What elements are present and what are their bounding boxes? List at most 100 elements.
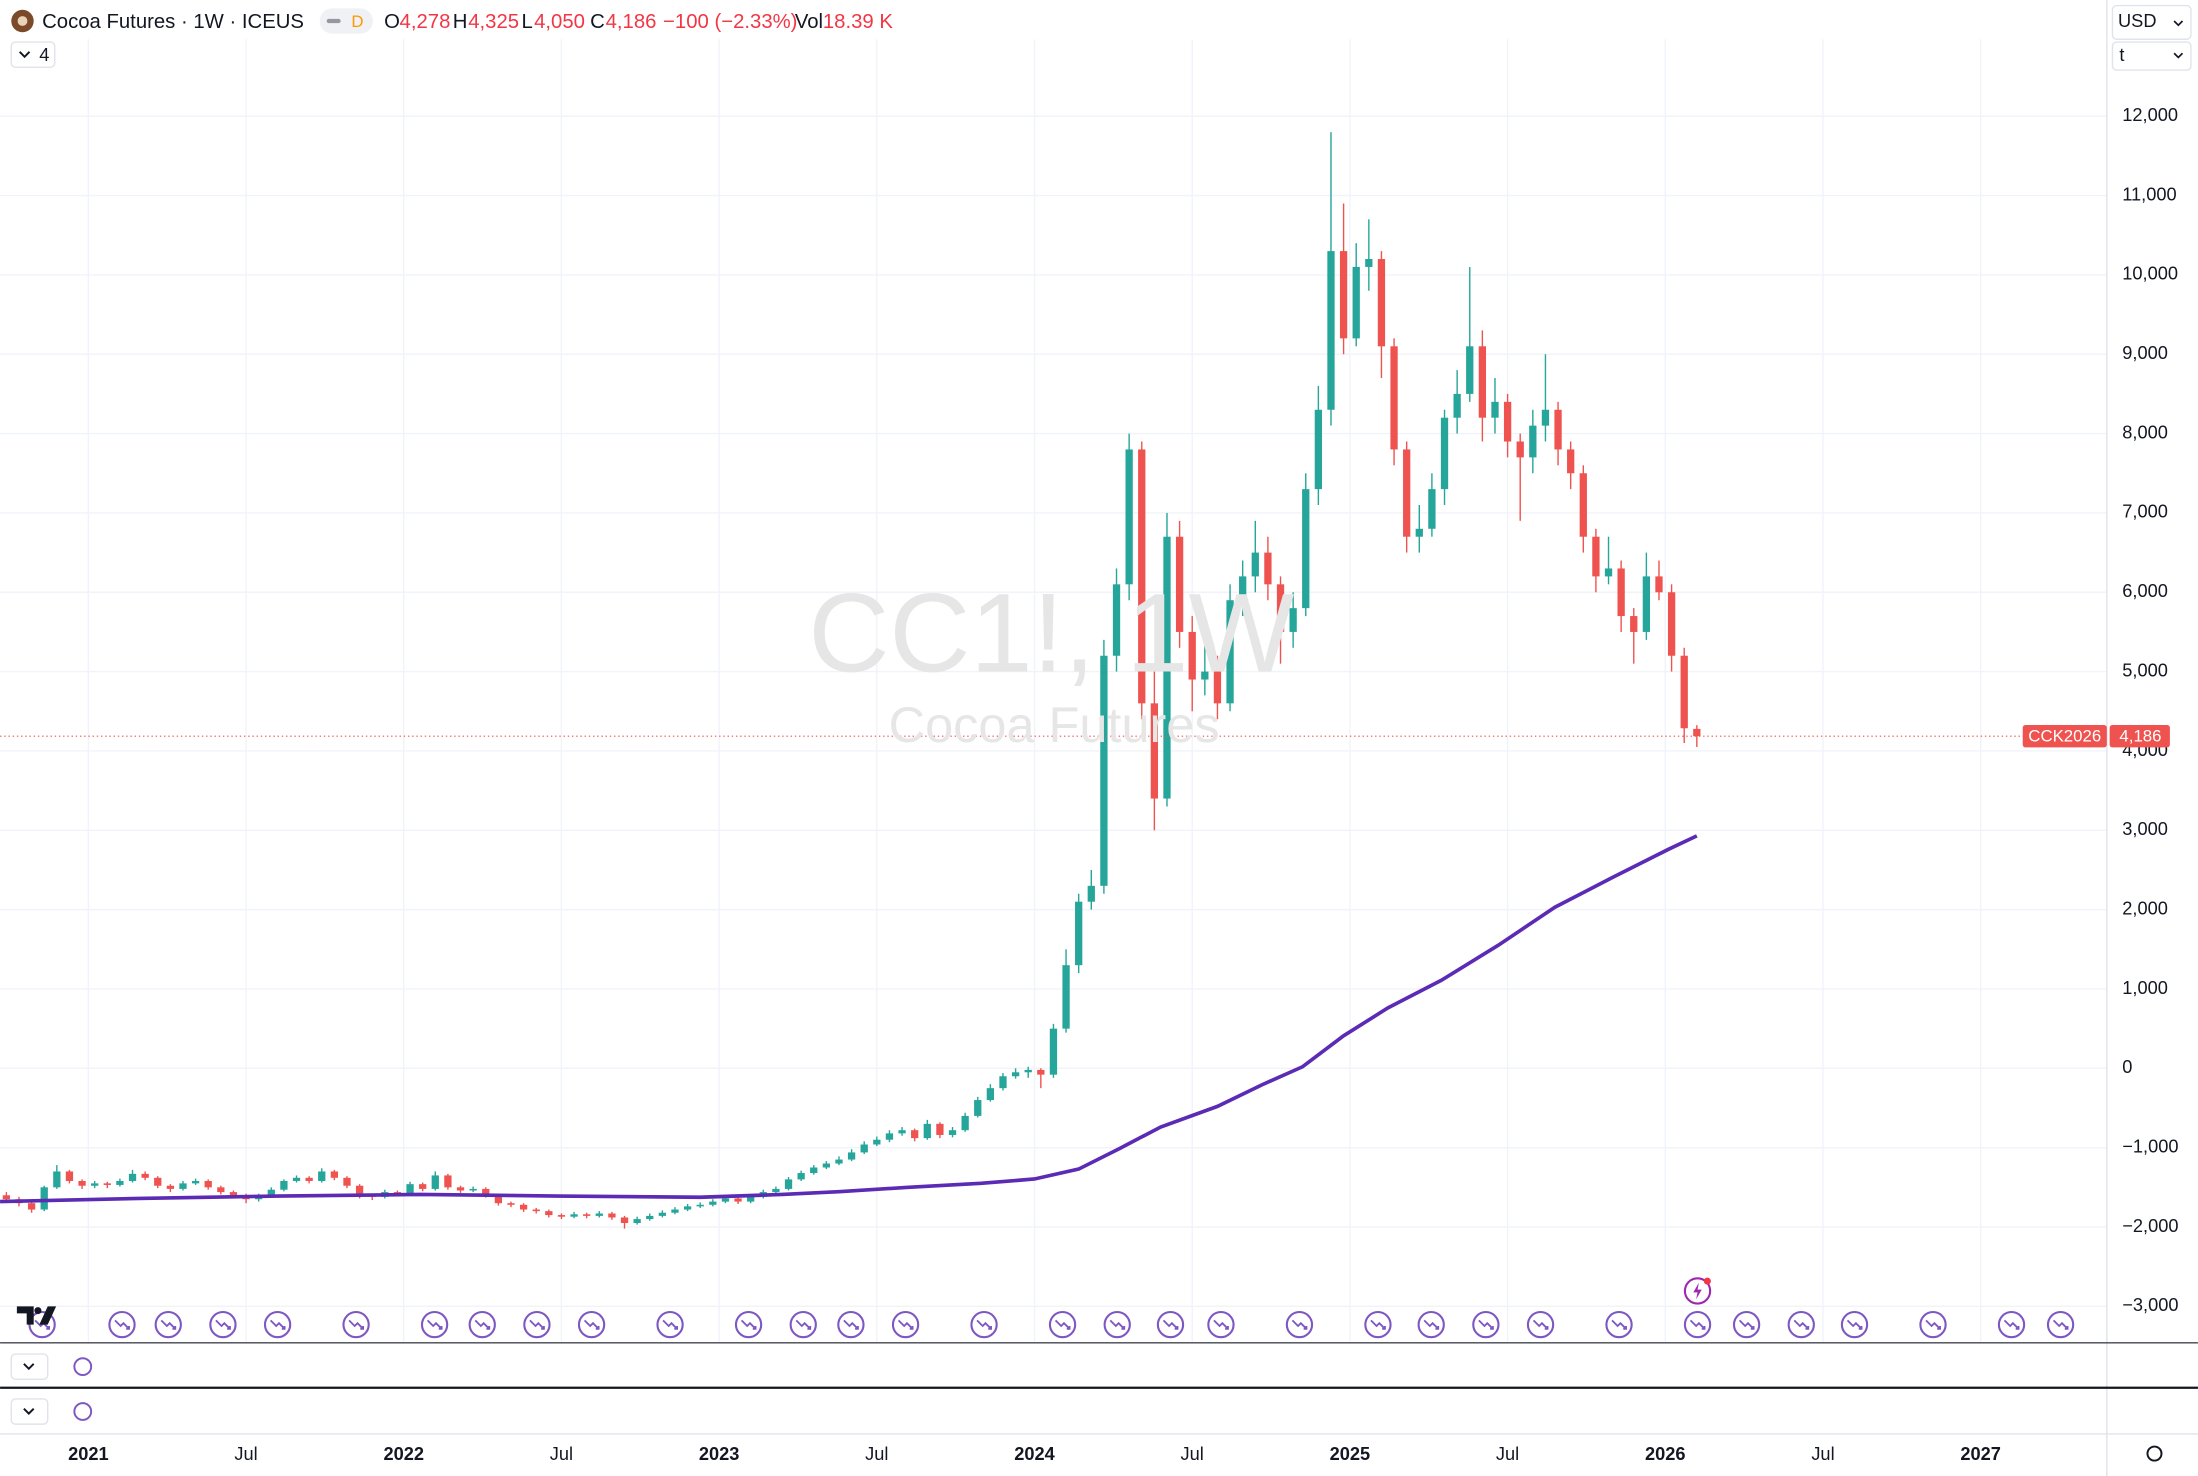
candle-body [595,1213,603,1216]
y-tick-label: −2,000 [2122,1216,2178,1236]
dividend-event[interactable] [1156,1310,1185,1339]
candle-body [1541,409,1550,426]
dividend-event[interactable] [789,1310,817,1339]
dividend-event[interactable] [837,1310,865,1339]
dividend-event[interactable] [577,1310,606,1339]
dividend-event[interactable] [420,1310,449,1339]
candle-body [608,1213,616,1218]
candle-body [103,1183,111,1185]
event-arrow [1162,1319,1179,1330]
candle-body [1339,251,1348,339]
candle-body [835,1159,843,1164]
event-arrow [976,1319,992,1330]
candle-body [1403,449,1411,537]
event-arrow [529,1319,545,1330]
status-dash [326,18,341,24]
candle-body [1579,473,1587,537]
pane-collapse-button[interactable] [10,1353,49,1380]
contract-label: CCK2026 [2028,726,2101,745]
event-arrow [474,1319,491,1330]
candle-body [683,1206,692,1210]
currency-button[interactable] [2111,4,2192,40]
candle-body [658,1212,667,1216]
dividend-event[interactable] [1472,1310,1500,1339]
candle-body [1100,655,1108,886]
candle-body [1302,489,1310,609]
dividend-event[interactable] [263,1310,292,1339]
candle-body [1213,671,1222,704]
dividend-event[interactable] [1787,1310,1815,1339]
candle-body [1049,1028,1058,1075]
dividend-event[interactable] [1364,1310,1392,1339]
dividend-event[interactable] [1840,1310,1869,1339]
unit-button[interactable] [2111,41,2192,71]
dividend-event[interactable] [2046,1310,2075,1339]
status-badge[interactable] [319,8,373,34]
pane-collapse-button[interactable] [10,1398,49,1425]
tradingview-logo[interactable] [16,1306,57,1325]
refresh-icon[interactable] [73,1402,93,1421]
dividend-event[interactable] [891,1310,920,1339]
x-tick-label: Jul [1811,1444,1834,1464]
candle-body [1630,616,1638,632]
x-tick-label: 2023 [699,1444,740,1464]
dividend-event[interactable] [1417,1310,1445,1339]
candle-body [1478,346,1487,418]
settings-icon[interactable] [2146,1445,2163,1462]
candle-body [204,1180,212,1188]
candle-body [847,1152,856,1160]
dividend-event[interactable] [523,1310,551,1339]
dividend-event[interactable] [656,1310,684,1339]
dividend-event[interactable] [1683,1310,1712,1339]
candle-body [1314,409,1323,490]
dividend-event[interactable] [1285,1310,1314,1339]
candle-body [330,1171,339,1178]
candle-body [456,1187,465,1191]
dividend-event[interactable] [1605,1310,1633,1339]
candle-body [393,1192,402,1194]
candle-body [911,1130,919,1139]
refresh-icon[interactable] [73,1357,93,1377]
dividend-event[interactable] [1997,1310,2026,1339]
dividend-event[interactable] [154,1310,182,1339]
candle-body [292,1177,301,1181]
dividend-event[interactable] [342,1310,370,1339]
event-arrow [160,1319,177,1330]
dividend-event[interactable] [468,1310,496,1339]
candle-body [1529,425,1537,458]
candle-body [646,1215,654,1220]
change-value: −100 (−2.33%) [663,11,797,33]
candle-body [1617,568,1625,617]
events-row [28,1310,2075,1339]
candle-body [1201,671,1209,680]
plot [0,132,2107,1229]
collapse-indicators-button[interactable] [10,41,56,68]
candle-body [583,1214,591,1216]
dividend-event[interactable] [108,1310,136,1339]
y-tick-label: 9,000 [2122,343,2168,363]
dividend-event[interactable] [970,1310,998,1339]
dividend-event[interactable] [209,1310,237,1339]
event-arrow [114,1319,130,1330]
chevron-icon [18,51,31,59]
dropdown-icons [2173,20,2184,59]
dividend-event[interactable] [1732,1310,1761,1339]
candle-body [671,1209,679,1213]
candle-body [343,1177,351,1186]
dividend-event[interactable] [1526,1310,1555,1339]
dividend-event[interactable] [1207,1310,1235,1339]
price-label-bg [2109,724,2170,748]
symbol-title[interactable]: Cocoa Futures · 1W · ICEUS [42,11,304,33]
dividend-event[interactable] [1103,1310,1131,1339]
candle-body [1150,703,1159,799]
dividend-event[interactable] [1919,1310,1947,1339]
event-arrow [1213,1319,1229,1330]
moving-average-line [0,834,1698,1204]
candle-body [1592,536,1600,577]
dividend-event[interactable] [734,1310,763,1339]
candle-body [318,1171,326,1181]
candle-body [557,1215,566,1217]
dividend-event[interactable] [1048,1310,1077,1339]
candle-body [128,1173,137,1181]
